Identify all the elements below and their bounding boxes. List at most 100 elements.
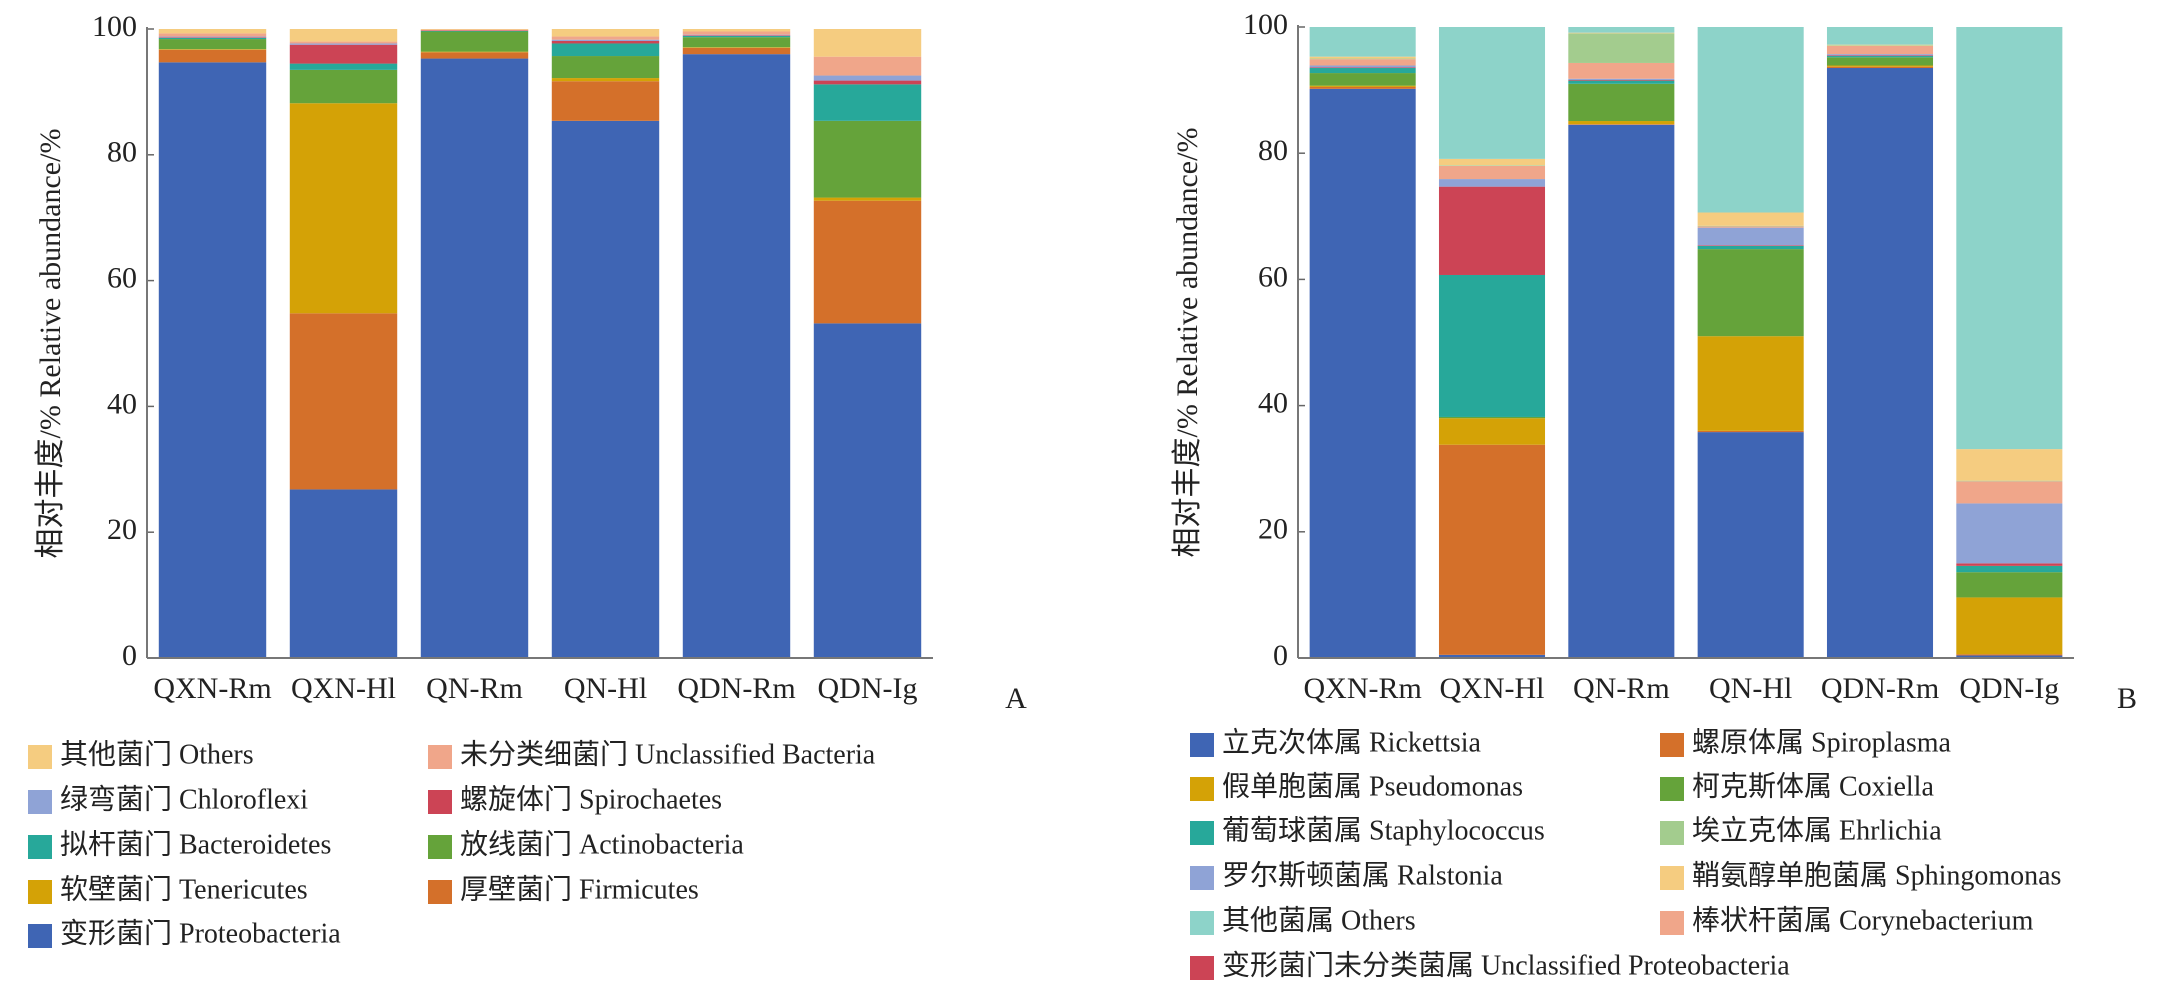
bar-segment <box>289 313 398 490</box>
bar-segment <box>682 35 791 36</box>
legend-swatch <box>28 924 52 948</box>
bar-segment <box>682 37 791 48</box>
bar-segment <box>682 54 791 659</box>
legend-swatch <box>28 790 52 814</box>
bar-segment <box>1826 44 1934 46</box>
y-tick-label: 100 <box>92 10 137 43</box>
legend-swatch <box>1660 911 1684 935</box>
bar-segment <box>289 63 398 70</box>
bar-segment <box>1697 430 1804 433</box>
x-tick-label: QDN-Ig <box>1959 672 2059 705</box>
legend-label: 其他菌属 Others <box>1222 904 1416 936</box>
bar-segment <box>1438 27 1546 159</box>
bar-segment <box>158 62 267 659</box>
bar-segment <box>158 37 267 38</box>
bar-segment <box>1826 54 1934 56</box>
bar-segment <box>682 34 791 36</box>
bar-segment <box>682 29 791 32</box>
bar-segment <box>158 37 267 40</box>
y-tick-label: 60 <box>1258 260 1288 293</box>
legend-label: 未分类细菌门 Unclassified Bacteria <box>460 738 876 770</box>
bar-segment <box>158 36 267 38</box>
bar-segment <box>1826 45 1934 55</box>
bar-segment <box>420 31 529 52</box>
bar-segment <box>1697 27 1804 213</box>
bar-segment <box>551 120 660 659</box>
bar-segment <box>1956 449 2063 481</box>
bar-segment <box>1956 655 2063 658</box>
x-tick-label: QDN-Rm <box>1821 672 1939 705</box>
legend-label: 假单胞菌属 Pseudomonas <box>1222 770 1523 802</box>
legend-label: 放线菌门 Actinobacteria <box>460 828 744 860</box>
legend-label: 螺旋体门 Spirochaetes <box>460 783 722 815</box>
bar-segment <box>1438 165 1546 166</box>
bar-segment <box>1568 62 1675 79</box>
x-tick-label: QDN-Ig <box>818 672 918 705</box>
legend-swatch <box>1190 821 1214 845</box>
legend-swatch <box>428 745 452 769</box>
bar-segment <box>158 49 267 63</box>
legend-label: 软壁菌门 Tenericutes <box>60 873 308 905</box>
bar-segment <box>1438 418 1546 445</box>
bar-segment <box>420 52 529 59</box>
y-tick-label: 80 <box>107 136 137 169</box>
legend-swatch <box>1190 956 1214 980</box>
y-tick-label: 0 <box>122 639 137 672</box>
bar-segment <box>1309 65 1416 68</box>
bar-segment <box>1956 563 2063 566</box>
bar-segment <box>1697 432 1804 658</box>
bar-segment <box>1697 212 1804 226</box>
bar-segment <box>682 31 791 35</box>
bar-segment <box>289 69 398 104</box>
bar-segment <box>813 197 922 201</box>
bar-segment <box>158 29 267 34</box>
bar-segment <box>1697 336 1804 431</box>
legend-swatch <box>1190 733 1214 757</box>
x-tick-label: QN-Hl <box>1709 672 1792 705</box>
bar-segment <box>813 29 922 57</box>
bar-segment <box>1438 444 1546 655</box>
bar-segment <box>682 47 791 48</box>
legend-swatch <box>1660 821 1684 845</box>
bar-segment <box>682 35 791 38</box>
bar-segment <box>813 323 922 658</box>
bar-segment <box>551 43 660 57</box>
bar-segment <box>1956 597 2063 655</box>
bar-segment <box>1826 65 1934 67</box>
legend-label: 葡萄球菌属 Staphylococcus <box>1222 814 1545 846</box>
bar-segment <box>1956 572 2063 598</box>
bar-segment <box>551 78 660 82</box>
legend-swatch <box>1190 911 1214 935</box>
bar-segment <box>551 56 660 79</box>
bar-segment <box>1309 86 1416 89</box>
bar-segment <box>1568 83 1675 122</box>
bar-segment <box>1826 56 1934 58</box>
legend-label: 变形菌门 Proteobacteria <box>60 917 341 949</box>
legend-label: 柯克斯体属 Coxiella <box>1692 770 1934 802</box>
panel-label: B <box>2117 682 2137 715</box>
y-tick-label: 40 <box>107 387 137 420</box>
legend-label: 绿弯菌门 Chloroflexi <box>60 783 308 815</box>
legend-label: 埃立克体属 Ehrlichia <box>1692 814 1942 846</box>
bar-segment <box>158 33 267 37</box>
legend-swatch <box>28 835 52 859</box>
y-tick-label: 20 <box>1258 513 1288 546</box>
bar-segment <box>1438 186 1546 275</box>
panel-label: A <box>1005 682 1027 715</box>
bar-segment <box>1826 27 1934 45</box>
bar-segment <box>289 489 398 658</box>
y-tick-label: 100 <box>1243 8 1288 41</box>
bar-segment <box>1956 503 2063 564</box>
bar-segment <box>420 29 529 30</box>
bar-segment <box>289 43 398 45</box>
y-tick-label: 60 <box>107 261 137 294</box>
bar-segment <box>1826 55 1934 57</box>
bar-segment <box>1309 68 1416 74</box>
legend-swatch <box>1660 866 1684 890</box>
x-tick-label: QN-Rm <box>426 672 523 705</box>
legend-label: 拟杆菌门 Bacteroidetes <box>60 828 331 860</box>
bar-segment <box>551 29 660 37</box>
bar-segment <box>1568 121 1675 125</box>
legend-swatch <box>28 745 52 769</box>
